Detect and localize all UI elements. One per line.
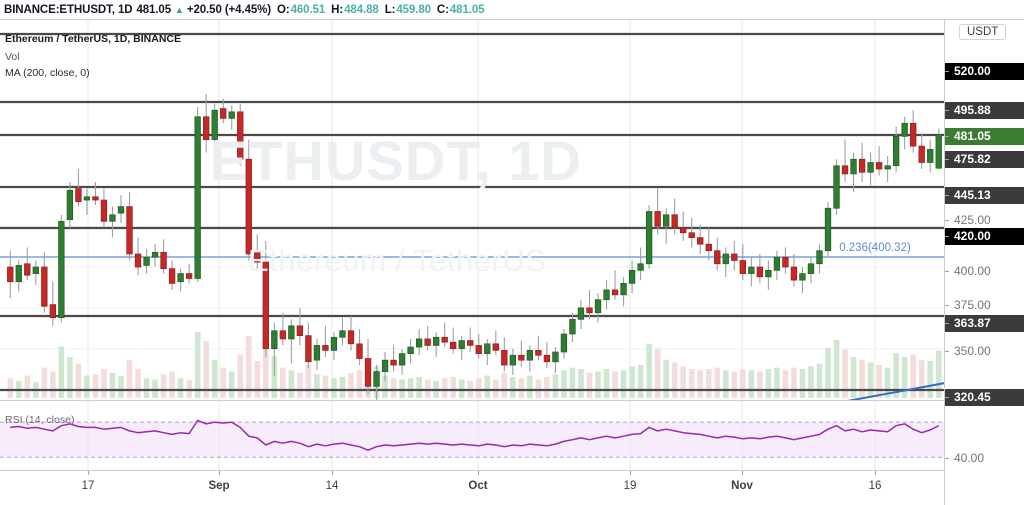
time-tick-mark xyxy=(742,471,743,475)
time-tick-19: 19 xyxy=(623,480,637,492)
time-tick-17: 17 xyxy=(81,480,95,492)
open-label: O: xyxy=(277,3,290,16)
price-tick-475-82: 475.82 xyxy=(945,151,1024,168)
time-tick-mark xyxy=(332,471,333,475)
time-tick-sep: Sep xyxy=(208,480,230,492)
low-value: 459.80 xyxy=(396,3,431,16)
high-label: H: xyxy=(331,3,344,16)
time-axis[interactable]: 17 Sep 14 Oct 19 Nov 16 xyxy=(0,470,945,505)
time-tick-14: 14 xyxy=(325,480,339,492)
time-tick-mark xyxy=(478,471,479,475)
currency-badge: USDT xyxy=(959,24,1007,40)
axis-tick-mark xyxy=(945,220,949,221)
price-axis[interactable]: USDT 520.00 495.88 481.05 475.82 445.13 425.0… xyxy=(945,19,1024,470)
axis-tick-mark xyxy=(945,236,949,237)
price-tick-375-00: 375.00 xyxy=(954,298,991,312)
symbol-title[interactable]: BINANCE:ETHUSDT, 1D xyxy=(4,3,133,16)
time-tick-oct: Oct xyxy=(468,480,488,492)
axis-tick-mark xyxy=(945,110,949,111)
time-tick-mark xyxy=(88,471,89,475)
price-change: +20.50 (+4.45%) xyxy=(186,3,272,16)
rsi-plot xyxy=(0,401,944,470)
time-tick-mark xyxy=(875,471,876,475)
price-plot: 0.236(400.32) xyxy=(0,20,944,400)
price-tick-481-05[interactable]: 481.05 xyxy=(945,128,1024,145)
open-value: 460.51 xyxy=(290,3,326,16)
axis-tick-mark xyxy=(945,305,949,306)
axis-tick-mark xyxy=(945,351,949,352)
legend-rsi[interactable]: RSI (14, close) xyxy=(5,414,75,426)
axis-tick-mark xyxy=(945,323,949,324)
price-tick-445-13: 445.13 xyxy=(945,187,1024,204)
time-tick-mark xyxy=(219,471,220,475)
close-label: C: xyxy=(436,3,449,16)
axis-tick-mark xyxy=(945,458,949,459)
price-tick-40-00: 40.00 xyxy=(954,451,985,465)
axis-tick-mark xyxy=(945,136,949,137)
axis-tick-mark xyxy=(945,271,949,272)
axis-tick-mark xyxy=(945,397,949,398)
price-tick-520-00: 520.00 xyxy=(945,63,1024,80)
price-pane[interactable]: ETHUSDT, 1D Ethereum / TetherUS 0.236(40… xyxy=(0,19,945,400)
axis-tick-mark xyxy=(945,159,949,160)
close-value: 481.05 xyxy=(449,3,485,16)
price-tick-350-00: 350.00 xyxy=(954,344,991,358)
price-tick-320-45: 320.45 xyxy=(945,389,1024,406)
price-up-arrow-icon: ▲ xyxy=(175,4,184,15)
price-tick-400-00: 400.00 xyxy=(954,264,991,278)
axis-tick-mark xyxy=(945,195,949,196)
time-tick-16: 16 xyxy=(868,480,882,492)
price-tick-420-00: 420.00 xyxy=(945,228,1024,245)
high-value: 484.88 xyxy=(344,3,379,16)
axis-tick-mark xyxy=(945,71,949,72)
time-tick-mark xyxy=(630,471,631,475)
price-tick-425-00: 425.00 xyxy=(954,213,991,227)
fib-level-label: 0.236(400.32) xyxy=(839,242,911,254)
low-label: L: xyxy=(384,3,396,16)
price-tick-495-88: 495.88 xyxy=(945,102,1024,119)
chart-header-bar: BINANCE:ETHUSDT, 1D 481.05 ▲ +20.50 (+4.… xyxy=(0,0,1024,19)
last-price: 481.05 xyxy=(136,3,172,16)
rsi-pane[interactable]: RSI (14, close) xyxy=(0,400,945,470)
time-tick-nov: Nov xyxy=(731,480,753,492)
price-tick-363-87: 363.87 xyxy=(945,315,1024,332)
